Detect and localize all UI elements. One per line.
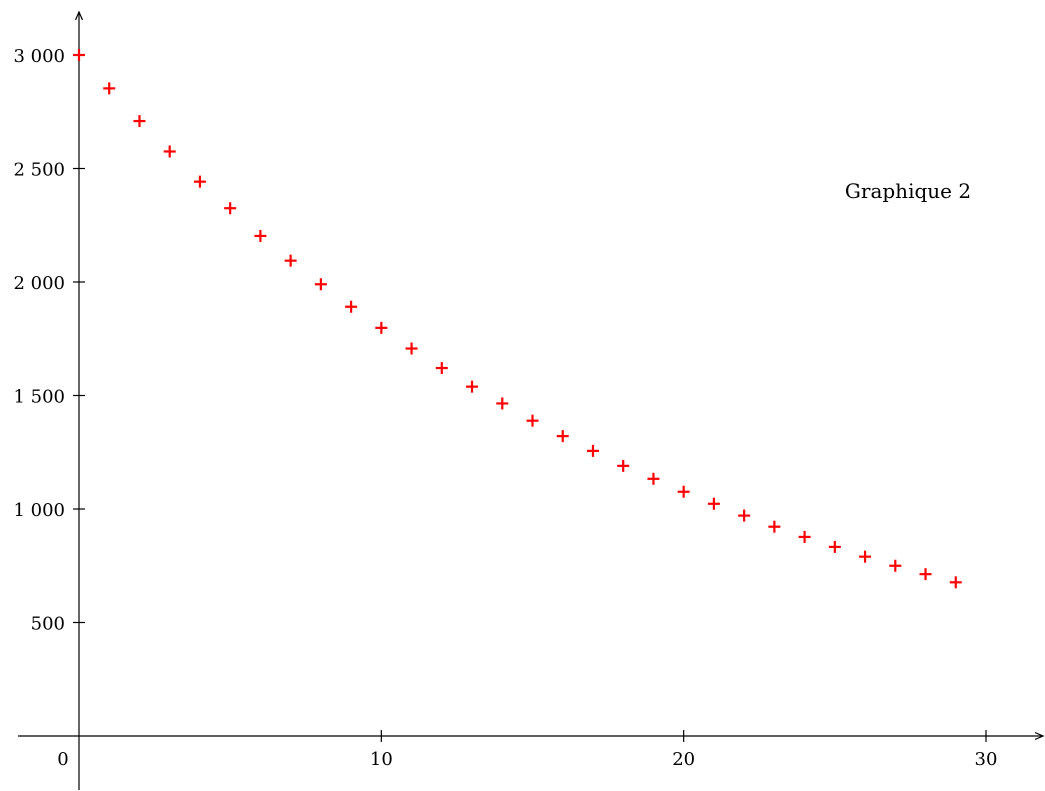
chart-annotation: Graphique 2: [845, 179, 971, 203]
x-ticks: 10 20 30: [370, 730, 998, 770]
x-tick-label: 30: [975, 749, 998, 770]
data-point: [496, 397, 509, 410]
y-tick-label: 2 500: [13, 160, 65, 181]
data-point: [193, 175, 206, 188]
data-point: [707, 497, 720, 510]
origin-label: 0: [57, 749, 68, 770]
data-point: [768, 520, 781, 533]
x-tick-label: 20: [672, 749, 695, 770]
data-point: [103, 82, 116, 95]
data-point: [677, 485, 690, 498]
data-point: [889, 559, 902, 572]
data-point: [586, 444, 599, 457]
axes: [18, 12, 1043, 790]
data-point: [526, 414, 539, 427]
data-point: [73, 49, 85, 61]
y-tick-label: 500: [31, 614, 65, 635]
data-point: [405, 342, 418, 355]
y-tick-label: 3 000: [13, 46, 65, 67]
data-point: [949, 576, 962, 589]
data-point: [284, 254, 297, 267]
y-tick-label: 2 000: [13, 273, 65, 294]
data-point: [375, 321, 388, 334]
data-point: [647, 472, 660, 485]
data-point: [345, 300, 358, 313]
data-point: [133, 115, 146, 128]
y-tick-label: 1 000: [13, 500, 65, 521]
data-point: [859, 550, 872, 563]
y-ticks: 500 1 000 1 500 2 000 2 500 3 000: [13, 46, 85, 635]
data-point: [919, 568, 932, 581]
data-point: [224, 202, 237, 215]
x-tick-label: 10: [370, 749, 393, 770]
data-point: [828, 540, 841, 553]
data-points: [73, 49, 962, 589]
data-point: [254, 229, 267, 242]
data-point: [556, 430, 569, 443]
data-point: [163, 145, 176, 158]
data-point: [798, 530, 811, 543]
y-tick-label: 1 500: [13, 387, 65, 408]
data-point: [435, 362, 448, 375]
data-point: [617, 459, 630, 472]
data-point: [314, 278, 327, 291]
data-point: [738, 509, 751, 522]
data-point: [466, 380, 479, 393]
